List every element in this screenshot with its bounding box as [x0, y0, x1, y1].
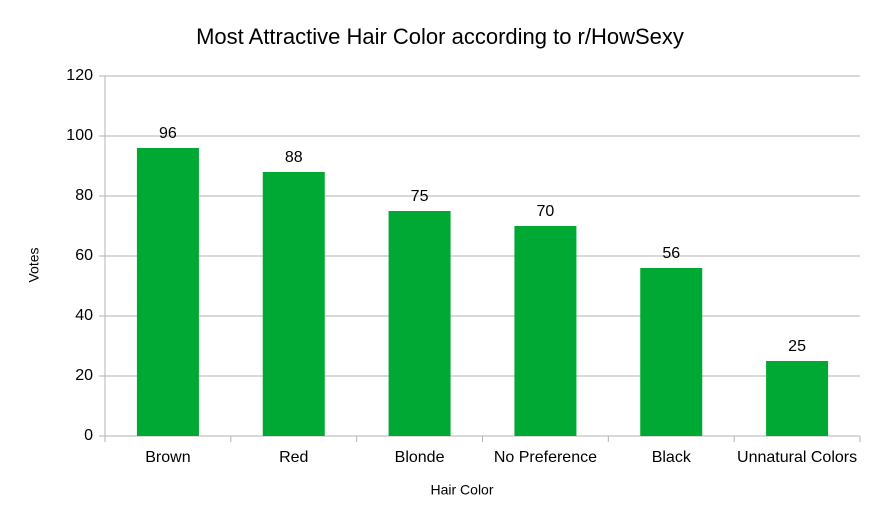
- x-tick-label: Black: [652, 449, 692, 466]
- y-tick-label: 120: [66, 67, 93, 84]
- x-tick-label: Blonde: [395, 449, 445, 466]
- y-tick-label: 80: [75, 187, 93, 204]
- bar: [514, 226, 577, 436]
- data-label: 88: [285, 149, 303, 166]
- bar: [136, 148, 199, 436]
- x-axis-title: Hair Color: [430, 482, 493, 498]
- y-tick-label: 20: [75, 367, 93, 384]
- y-tick-label: 0: [84, 427, 93, 444]
- data-label: 96: [159, 125, 177, 142]
- x-tick-label: No Preference: [494, 449, 597, 466]
- y-tick-label: 100: [66, 127, 93, 144]
- bar: [640, 268, 703, 436]
- x-tick-label: Red: [279, 449, 308, 466]
- bar: [262, 172, 325, 436]
- bar: [766, 361, 829, 436]
- x-tick-label: Unnatural Colors: [737, 449, 857, 466]
- data-label: 25: [788, 338, 806, 355]
- y-axis-title: Votes: [26, 247, 42, 282]
- x-tick-label: Brown: [145, 449, 190, 466]
- chart-title: Most Attractive Hair Color according to …: [196, 24, 684, 49]
- y-tick-label: 60: [75, 247, 93, 264]
- data-label: 56: [662, 245, 680, 262]
- y-tick-label: 40: [75, 307, 93, 324]
- data-label: 70: [537, 203, 555, 220]
- bar: [388, 211, 451, 436]
- data-label: 75: [411, 188, 429, 205]
